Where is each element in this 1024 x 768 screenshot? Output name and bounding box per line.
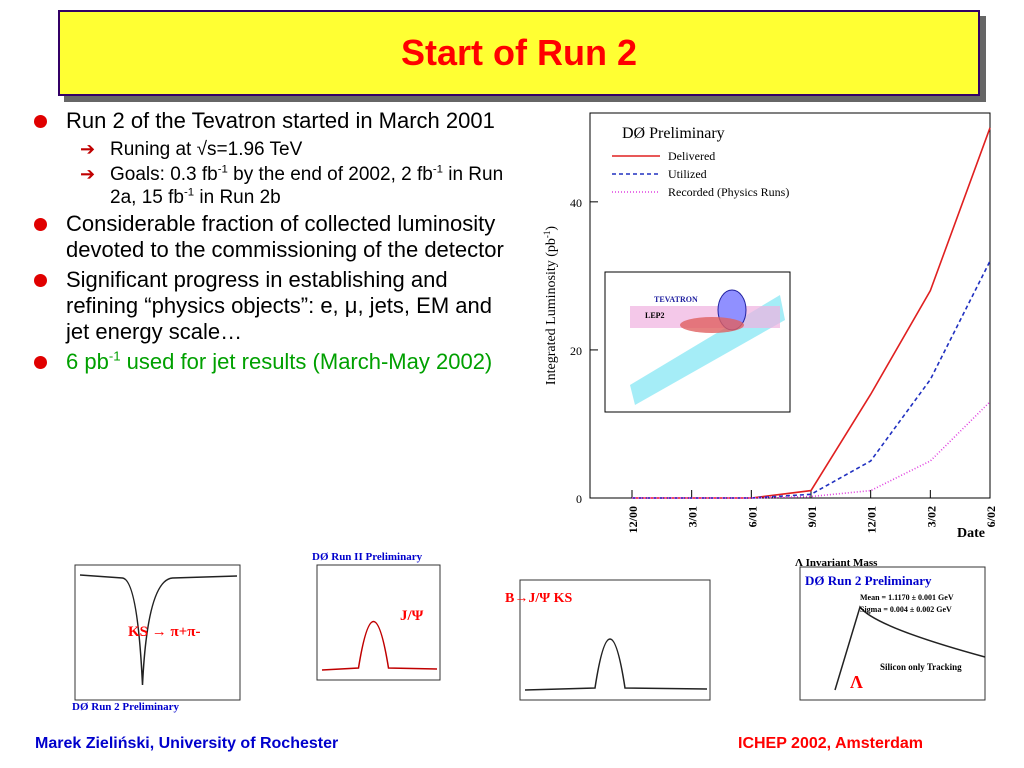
- text-run: -1: [432, 163, 443, 176]
- bullet-list: Run 2 of the Tevatron started in March 2…: [28, 108, 510, 379]
- x-tick-label: 3/02: [924, 506, 938, 527]
- legend-label: Utilized: [668, 167, 707, 181]
- sub-bullet: Goals: 0.3 fb-1 by the end of 2002, 2 fb…: [28, 163, 510, 209]
- series-line: [632, 260, 991, 499]
- y-tick-label: 0: [576, 492, 582, 506]
- y-axis-label: Integrated Luminosity (pb-1): [542, 226, 559, 385]
- chart-frame: [589, 112, 991, 499]
- x-tick-label: 12/01: [865, 506, 879, 533]
- text-run: 6 pb: [66, 349, 109, 374]
- inset-label: LEP2: [645, 311, 665, 320]
- bullet: Considerable fraction of collected lumin…: [28, 211, 510, 263]
- plot-label: DØ Run 2 Preliminary: [72, 701, 180, 713]
- x-tick-label: 12/00: [626, 506, 640, 533]
- text-run: Considerable fraction of collected lumin…: [66, 211, 504, 262]
- text-run: -1: [183, 186, 195, 199]
- x-tick-label: 9/01: [805, 506, 819, 527]
- bullet: Run 2 of the Tevatron started in March 2…: [28, 108, 510, 134]
- text-run: in Run 2b: [194, 187, 281, 208]
- plot-curve: [321, 620, 438, 671]
- text-run: -1: [217, 163, 228, 176]
- text-run: Goals: 0.3 fb: [110, 164, 218, 185]
- plot-frame: [519, 579, 711, 701]
- title-box: Start of Run 2: [58, 10, 980, 96]
- chart-title: DØ Preliminary: [622, 125, 725, 142]
- plot-frame: [74, 564, 241, 701]
- plot-label: Λ: [850, 672, 863, 692]
- plot-curve: [79, 574, 238, 686]
- plot-label: Silicon only Tracking: [880, 662, 962, 672]
- text-run: Run 2 of the Tevatron started in March 2…: [66, 108, 495, 133]
- plot-frame: [316, 564, 441, 681]
- legend-label: Delivered: [668, 149, 715, 163]
- text-run: by the end of 2002, 2 fb: [227, 164, 433, 185]
- text-run: in Run 2a, 15 fb: [110, 164, 504, 208]
- x-axis-label: Date: [957, 526, 985, 541]
- x-tick-label: 6/02: [984, 506, 998, 527]
- bullet: Significant progress in establishing and…: [28, 267, 510, 345]
- inset-label: TEVATRON: [654, 295, 698, 304]
- title: Start of Run 2: [400, 32, 637, 73]
- bullet: 6 pb-1 used for jet results (March-May 2…: [28, 349, 510, 375]
- axis-label-part: Integrated Luminosity (pb: [544, 238, 559, 385]
- text-run: used for jet results (March-May 2002): [120, 349, 493, 374]
- axis-label-part: -1: [542, 231, 552, 239]
- plot-label: Λ Invariant Mass: [795, 557, 878, 569]
- plot-label: KS → π+π-: [128, 624, 201, 640]
- inset-ellipse-red: [680, 317, 744, 333]
- plot-label: DØ Run 2 Preliminary: [805, 573, 932, 588]
- plot-label: B→J/Ψ KS: [505, 591, 573, 606]
- plot-curve: [834, 605, 986, 691]
- y-tick-label: 40: [570, 196, 582, 210]
- y-tick-label: 20: [570, 344, 582, 358]
- text-run: Significant progress in establishing and…: [66, 267, 492, 344]
- x-tick-label: 3/01: [686, 506, 700, 527]
- plot-label: Mean = 1.1170 ± 0.001 GeV: [860, 593, 954, 602]
- plot-frame: [799, 566, 986, 701]
- sub-bullet: Runing at √s=1.96 TeV: [28, 138, 510, 161]
- series-line: [632, 401, 991, 499]
- legend-label: Recorded (Physics Runs): [668, 185, 789, 199]
- plot-label: Sigma = 0.004 ± 0.002 GeV: [860, 605, 952, 614]
- plot-label: J/Ψ: [400, 608, 424, 624]
- footer-left: Marek Zieliński, University of Rochester: [35, 735, 339, 752]
- plot-curve: [524, 638, 708, 691]
- plot-label: DØ Run II Preliminary: [312, 551, 423, 563]
- text-run: Runing at √s=1.96 TeV: [110, 139, 303, 160]
- x-tick-label: 6/01: [745, 506, 759, 527]
- axis-label-part: ): [544, 226, 559, 231]
- footer-right: ICHEP 2002, Amsterdam: [738, 735, 923, 752]
- text-run: -1: [108, 348, 121, 364]
